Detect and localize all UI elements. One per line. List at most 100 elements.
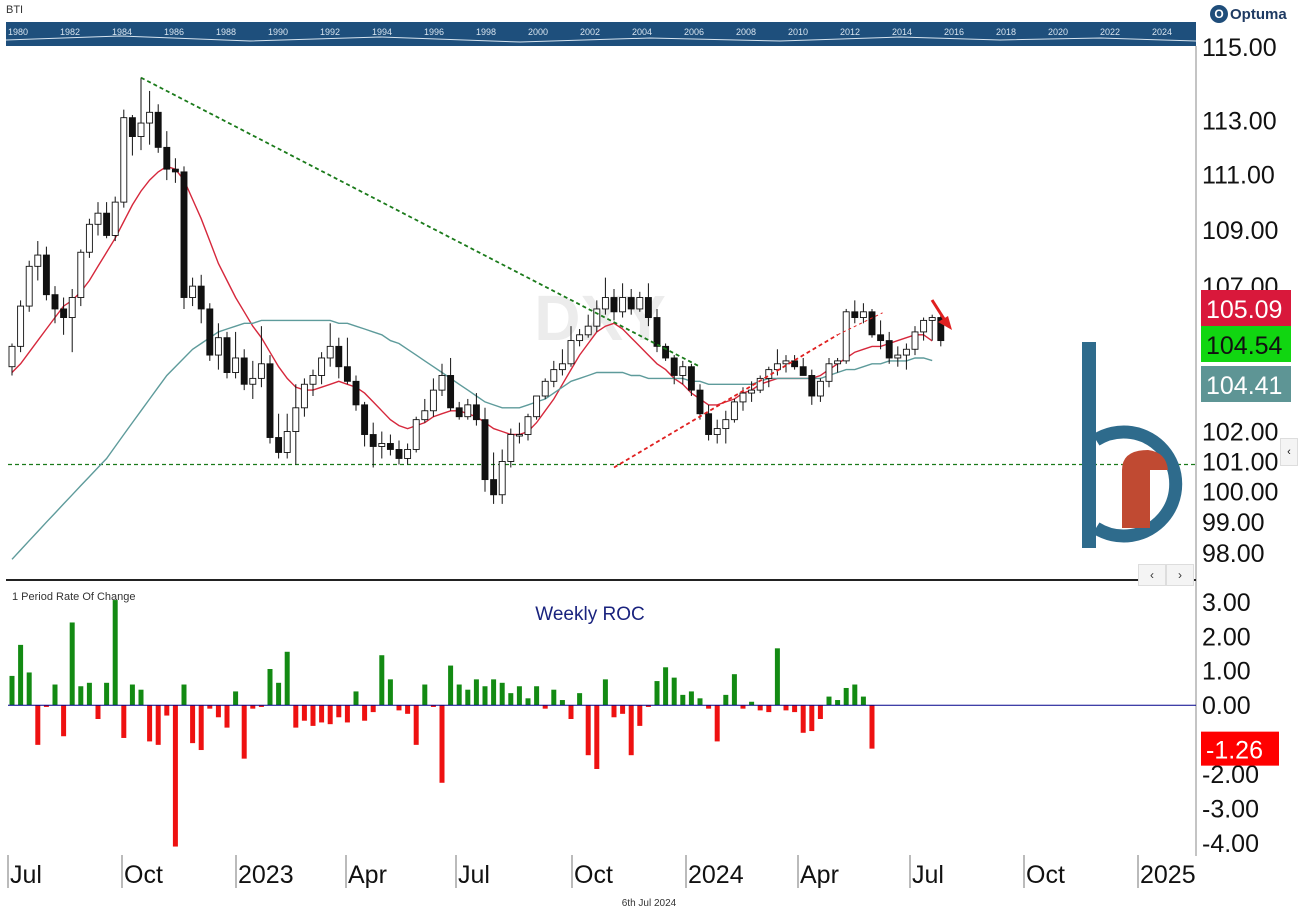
candle-down [206, 308, 214, 356]
scroll-right-button[interactable]: › [1166, 564, 1194, 586]
candle-up [928, 317, 936, 321]
candle-down [447, 375, 455, 409]
roc-bar-positive [267, 669, 273, 706]
roc-panel-title: 1 Period Rate Of Change [12, 591, 136, 603]
candle-up [421, 410, 429, 421]
roc-bar-positive [559, 700, 565, 706]
roc-bar-positive [422, 684, 428, 706]
roc-bar-positive [52, 684, 58, 706]
roc-bar-positive [680, 694, 686, 706]
roc-tick-label: 2.00 [1202, 623, 1251, 651]
candle-up [756, 377, 764, 391]
roc-tick-label: -4.00 [1202, 830, 1259, 858]
overview-year-label: 1994 [372, 27, 392, 37]
candle-up [911, 331, 919, 350]
overview-year-label: 2004 [632, 27, 652, 37]
collapse-panel-button[interactable]: ‹ [1280, 438, 1298, 466]
roc-bar-negative [620, 705, 626, 714]
last-value-badge [1201, 290, 1291, 326]
candle-up [111, 201, 119, 236]
candle-up [550, 369, 558, 382]
time-tick-label: Jul [10, 861, 42, 889]
overview-year-label: 2010 [788, 27, 808, 37]
roc-bar-positive [697, 698, 703, 706]
time-tick-label: Oct [1026, 861, 1065, 889]
time-tick-label: 2025 [1140, 861, 1196, 889]
roc-bar-negative [258, 705, 264, 707]
candle-up [378, 443, 386, 447]
candle-down [791, 360, 799, 368]
roc-bar-negative [809, 705, 815, 732]
roc-bar-negative [568, 705, 574, 719]
overview-year-label: 1984 [112, 27, 132, 37]
roc-tick-label: 3.00 [1202, 589, 1251, 617]
roc-bar-positive [456, 684, 462, 706]
symbol-label: BTI [6, 4, 24, 16]
candle-down [223, 337, 231, 373]
roc-bar-positive [671, 677, 677, 706]
time-tick-label: Jul [458, 861, 490, 889]
candle-up [748, 389, 756, 394]
roc-tick-label: 0.00 [1202, 692, 1251, 720]
candle-up [842, 311, 850, 362]
candle-up [834, 360, 842, 365]
roc-bar-negative [215, 705, 221, 718]
candle-down [472, 404, 480, 421]
roc-bar-negative [637, 705, 643, 726]
roc-bar-negative [327, 705, 333, 725]
time-tick-label: Oct [124, 861, 163, 889]
roc-bar-positive [835, 700, 841, 706]
overview-year-label: 1998 [476, 27, 496, 37]
roc-bar-positive [774, 648, 780, 706]
last-value-badge-label: 104.41 [1206, 372, 1282, 400]
candle-down [266, 363, 274, 438]
roc-bar-negative [370, 705, 376, 713]
candle-down [51, 294, 59, 310]
candle-up [558, 363, 566, 371]
roc-bar-positive [508, 693, 514, 706]
candle-down [868, 311, 876, 336]
candle-down [653, 317, 661, 347]
roc-bar-negative [344, 705, 350, 723]
overview-year-label: 1982 [60, 27, 80, 37]
last-value-badge [1201, 326, 1291, 362]
candle-up [601, 297, 609, 310]
scroll-left-button[interactable]: ‹ [1138, 564, 1166, 586]
roc-bar-negative [800, 705, 806, 733]
roc-bar-negative [645, 705, 651, 707]
time-tick-label: Oct [574, 861, 613, 889]
candle-up [300, 383, 308, 409]
roc-bar-positive [284, 651, 290, 706]
roc-bar-negative [43, 705, 49, 707]
brand-logo-stem-icon [1082, 342, 1096, 548]
overview-year-label: 2002 [580, 27, 600, 37]
candle-up [730, 401, 738, 421]
price-tick-label-top: 115.00 [1202, 34, 1277, 62]
overview-year-label: 1990 [268, 27, 288, 37]
price-tick-label: 98.00 [1202, 540, 1265, 568]
candle-down [662, 345, 670, 359]
candle-up [214, 337, 222, 356]
candle-down [154, 111, 162, 148]
overview-year-label: 1996 [424, 27, 444, 37]
roc-bar-positive [663, 667, 669, 706]
candle-up [713, 428, 721, 435]
candle-down [808, 375, 816, 397]
roc-bar-negative [817, 705, 823, 719]
overview-strip [6, 22, 1196, 46]
roc-bar-negative [628, 705, 634, 756]
roc-bar-negative [542, 705, 548, 709]
roc-bar-negative [207, 705, 213, 709]
candle-up [894, 354, 902, 359]
roc-bar-negative [121, 705, 127, 738]
roc-bar-positive [534, 686, 540, 706]
roc-bar-negative [172, 705, 178, 847]
last-value-badge-label: 104.54 [1206, 332, 1283, 360]
overview-year-label: 1980 [8, 27, 28, 37]
candle-up [25, 265, 33, 307]
time-tick-label: 2024 [688, 861, 744, 889]
roc-bar-positive [688, 691, 694, 706]
time-tick-label: Apr [348, 861, 387, 889]
overview-year-label: 2006 [684, 27, 704, 37]
